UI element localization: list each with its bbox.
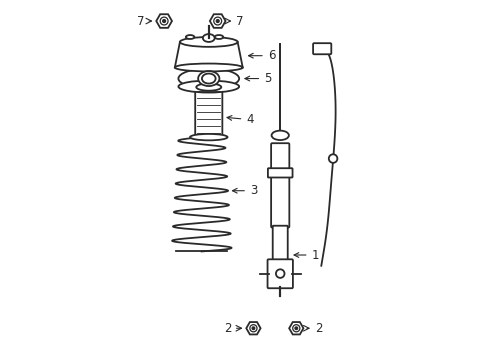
Circle shape <box>216 20 219 22</box>
Ellipse shape <box>178 81 239 93</box>
Circle shape <box>249 325 257 332</box>
Circle shape <box>292 325 299 332</box>
Text: 7: 7 <box>236 14 244 27</box>
FancyBboxPatch shape <box>267 259 292 288</box>
Circle shape <box>275 269 284 278</box>
Circle shape <box>252 327 254 329</box>
Ellipse shape <box>198 71 219 86</box>
Text: 1: 1 <box>293 248 318 261</box>
Text: 7: 7 <box>137 14 144 27</box>
FancyBboxPatch shape <box>195 86 222 138</box>
FancyBboxPatch shape <box>270 143 289 228</box>
Ellipse shape <box>271 131 288 140</box>
Ellipse shape <box>178 68 239 89</box>
FancyBboxPatch shape <box>272 226 287 261</box>
Circle shape <box>160 17 168 25</box>
Ellipse shape <box>185 35 194 39</box>
Ellipse shape <box>175 64 242 71</box>
Ellipse shape <box>180 37 237 47</box>
Text: 2: 2 <box>224 322 231 335</box>
Ellipse shape <box>196 84 221 91</box>
Ellipse shape <box>190 134 227 140</box>
Text: 4: 4 <box>226 113 253 126</box>
Circle shape <box>163 20 165 22</box>
Ellipse shape <box>203 34 214 42</box>
Text: 2: 2 <box>314 322 322 335</box>
Text: 6: 6 <box>248 49 275 62</box>
FancyBboxPatch shape <box>312 43 331 54</box>
Text: 3: 3 <box>232 184 257 197</box>
Text: 5: 5 <box>244 72 271 85</box>
Ellipse shape <box>214 35 223 39</box>
FancyBboxPatch shape <box>267 168 292 177</box>
Circle shape <box>294 327 297 329</box>
Circle shape <box>328 154 337 163</box>
Circle shape <box>213 17 221 25</box>
Ellipse shape <box>202 73 215 84</box>
